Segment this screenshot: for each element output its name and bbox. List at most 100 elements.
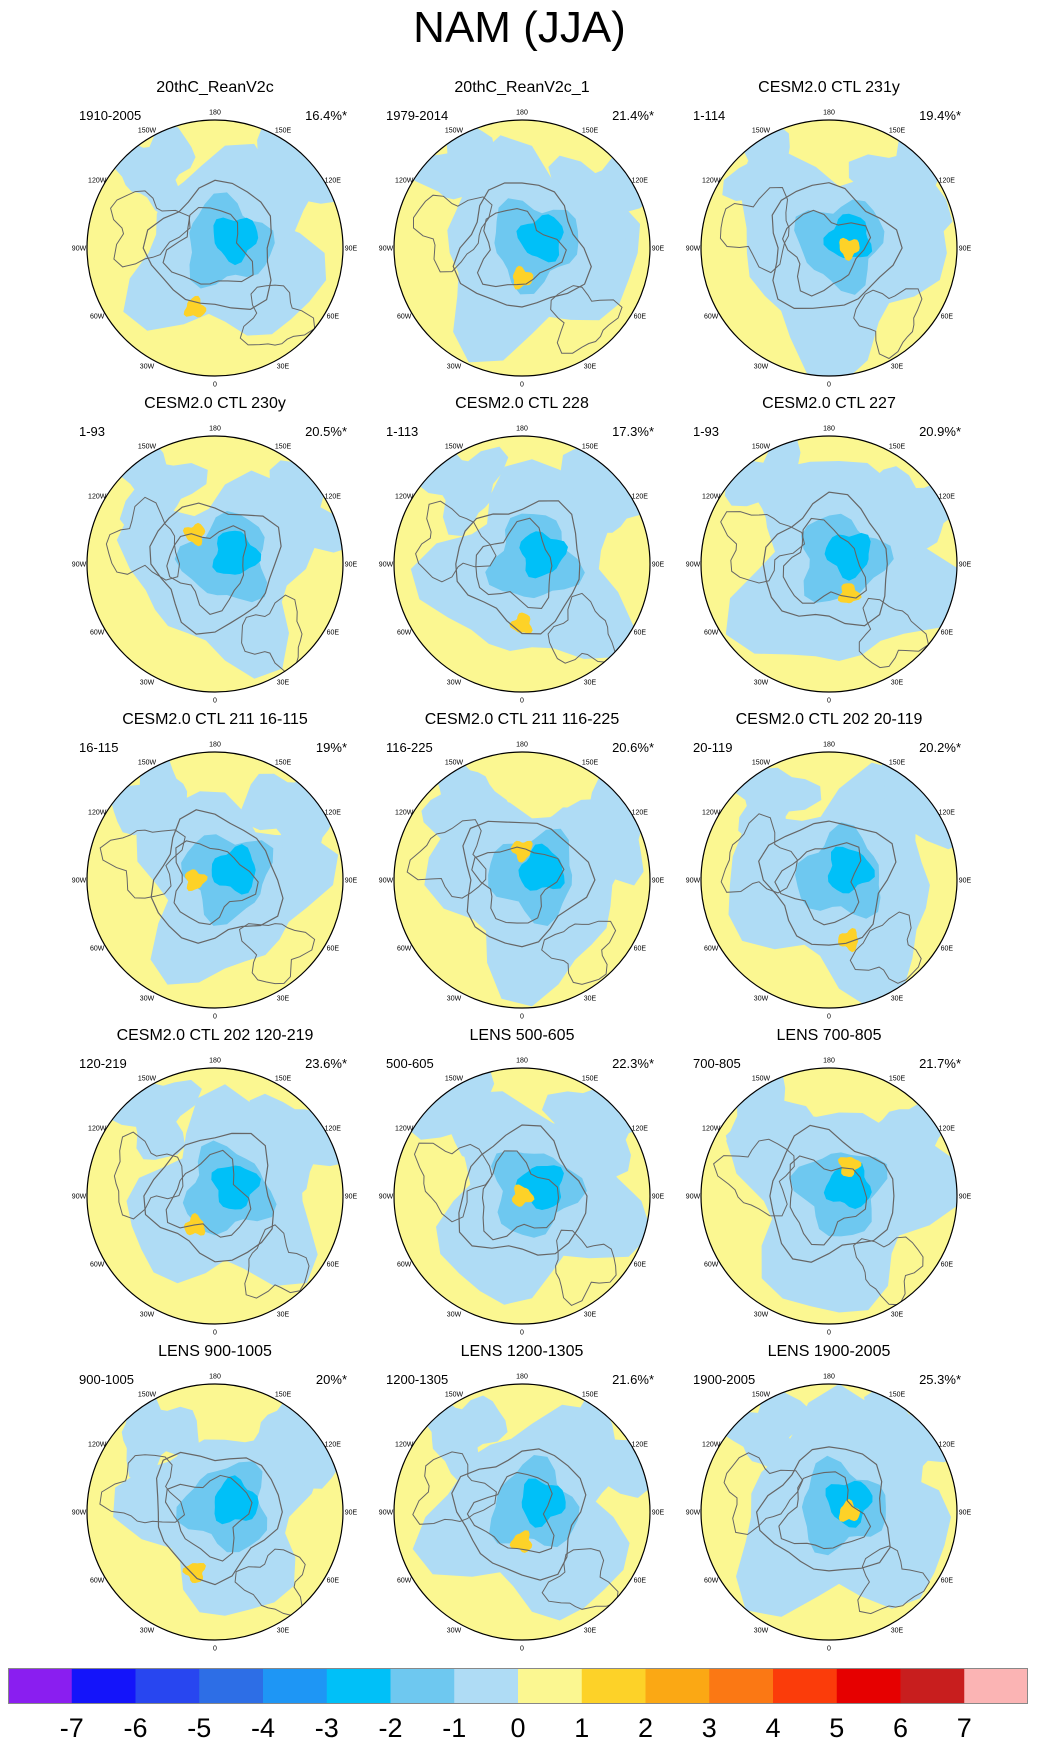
polar-map: 180 150E 120E 90E 60E 30E 0 30W 60W 90W 120W 150W [379, 1058, 665, 1337]
map-panel: CESM2.0 CTL 211 16-115 180 150E 120E 90E 60E 3… [65, 710, 365, 1030]
panel-title: CESM2.0 CTL 202 20-119 [735, 711, 923, 728]
period-label: 700-805 [693, 1056, 741, 1071]
longitude-label: 30W [754, 363, 769, 370]
longitude-label: 180 [823, 110, 835, 117]
longitude-label: 120E [325, 178, 342, 185]
negative-anomaly-center [213, 217, 259, 266]
period-label: 20-119 [693, 740, 733, 755]
longitude-label: 120E [632, 810, 649, 817]
longitude-label: 120E [632, 1442, 649, 1449]
longitude-label: 30E [891, 995, 904, 1002]
longitude-label: 150E [582, 1076, 599, 1083]
colorbar-swatch [135, 1668, 200, 1704]
longitude-label: 0 [827, 1330, 831, 1337]
longitude-label: 120W [702, 1126, 721, 1133]
polar-map: 180 150E 120E 90E 60E 30E 0 30W 60W 90W 120W 150W [686, 1058, 972, 1337]
colorbar-swatch [645, 1668, 710, 1704]
negative-anomaly-center [214, 1475, 259, 1525]
map-panel: CESM2.0 CTL 227 180 150E 120E 90E 60E 30E 0 30W 6… [679, 394, 979, 714]
longitude-label: 30E [584, 1311, 597, 1318]
longitude-label: 30E [584, 995, 597, 1002]
coastline [244, 1224, 310, 1299]
colorbar-tick-label: 6 [892, 1713, 909, 1743]
polar-map: 180 150E 120E 90E 60E 30E 0 30W 60W 90W 120W 150W [72, 1374, 358, 1653]
longitude-label: 150W [445, 444, 464, 451]
longitude-label: 60W [704, 1578, 719, 1585]
negative-anomaly-center [519, 531, 568, 579]
longitude-label: 90W [72, 878, 87, 885]
colorbar-tick-label: -1 [442, 1713, 467, 1743]
longitude-label: 90W [686, 878, 701, 885]
colorbar-swatch [263, 1668, 328, 1704]
period-label: 16-115 [79, 740, 119, 755]
polar-map: 180 150E 120E 90E 60E 30E 0 30W 60W 90W 120W 150W [686, 1374, 972, 1653]
longitude-label: 120E [939, 810, 956, 817]
map-panel: LENS 900-1005 180 150E 120E 90E 60E 30E 0 30W 60W… [65, 1342, 365, 1662]
colorbar-tick-label: 1 [574, 1713, 590, 1743]
longitude-label: 0 [520, 1014, 524, 1021]
longitude-label: 0 [213, 1014, 217, 1021]
period-label: 500-605 [386, 1056, 434, 1071]
panel-title: CESM2.0 CTL 202 120-219 [116, 1027, 314, 1044]
longitude-label: 30W [447, 995, 462, 1002]
longitude-label: 150W [138, 128, 157, 135]
colorbar-tick-label: -4 [250, 1713, 276, 1743]
variance-label: 23.6%* [305, 1056, 347, 1071]
longitude-label: 0 [213, 1646, 217, 1653]
coastline [162, 206, 254, 285]
panel-title: LENS 900-1005 [158, 1343, 272, 1360]
coastline [164, 1474, 253, 1562]
longitude-label: 60E [327, 1578, 340, 1585]
longitude-label: 180 [209, 742, 221, 749]
map-boundary [393, 1067, 651, 1325]
longitude-label: 30W [754, 679, 769, 686]
panel-title: 20thC_ReanV2c_1 [454, 79, 590, 96]
map-boundary [393, 1383, 651, 1641]
variance-label: 20.5%* [305, 424, 347, 439]
map-boundary [86, 119, 344, 377]
coastline [849, 911, 922, 984]
longitude-label: 120E [939, 494, 956, 501]
longitude-label: 150W [445, 760, 464, 767]
longitude-label: 90W [379, 1510, 394, 1517]
longitude-label: 30W [447, 1627, 462, 1634]
colorbar-tick-label: -3 [314, 1713, 339, 1743]
coastline [755, 1446, 891, 1572]
longitude-label: 120W [88, 1126, 107, 1133]
longitude-label: 120W [702, 178, 721, 185]
longitude-label: 60E [634, 314, 647, 321]
longitude-label: 60W [397, 1262, 412, 1269]
colorbar-tick-label: -7 [59, 1713, 84, 1743]
negative-anomaly-patch [844, 1094, 955, 1200]
longitude-label: 30E [277, 995, 290, 1002]
longitude-label: 30W [447, 1311, 462, 1318]
negative-anomaly-center [521, 1478, 566, 1528]
longitude-label: 60W [397, 314, 412, 321]
negative-anomaly-patch [408, 121, 505, 208]
longitude-label: 120W [88, 494, 107, 501]
coastline [555, 1229, 617, 1306]
longitude-label: 150W [752, 128, 771, 135]
longitude-label: 180 [823, 1058, 835, 1065]
variance-label: 16.4%* [305, 108, 347, 123]
longitude-label: 90W [686, 562, 701, 569]
longitude-label: 60W [704, 946, 719, 953]
colorbar-swatch [518, 1668, 583, 1704]
longitude-label: 30E [277, 679, 290, 686]
negative-anomaly-center [823, 1160, 872, 1209]
longitude-label: 150E [275, 1392, 292, 1399]
longitude-label: 60E [941, 1578, 954, 1585]
longitude-label: 150E [582, 444, 599, 451]
coastline [466, 1471, 555, 1554]
longitude-label: 0 [827, 698, 831, 705]
colorbar-swatch [454, 1668, 519, 1704]
positive-anomaly-patch [183, 295, 207, 318]
longitude-label: 60E [327, 630, 340, 637]
longitude-label: 120W [88, 1442, 107, 1449]
longitude-label: 0 [520, 382, 524, 389]
map-panel: LENS 1900-2005 180 150E 120E 90E 60E 30E 0 30W 60… [679, 1342, 979, 1662]
longitude-label: 150W [138, 1392, 157, 1399]
longitude-label: 60E [941, 630, 954, 637]
coastline [105, 496, 181, 581]
longitude-label: 90E [345, 246, 358, 253]
